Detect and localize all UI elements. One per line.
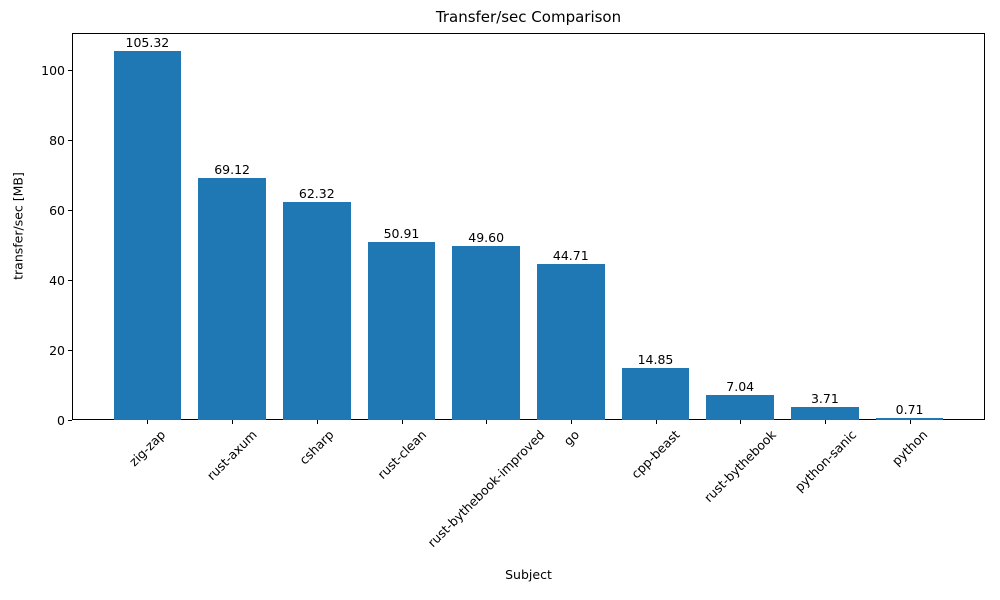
y-tick-mark [68,209,72,211]
x-tick-label-text: rust-axum [204,427,260,483]
x-tick-label-text: rust-bythebook-improved [424,427,548,550]
x-tick-label-text: python [888,427,931,469]
bar-value-label: 14.85 [637,352,674,367]
x-tick-label-text: zig-zap [126,427,169,470]
x-tick-label-text: python-sanic [791,427,859,495]
y-tick-label: 20 [49,342,65,358]
bar [875,417,944,420]
x-tick-label-text: cpp-beast [628,427,683,482]
x-tick-mark [232,420,234,424]
bar-value-label: 105.32 [125,35,170,51]
x-axis-label: Subject [505,567,552,582]
bar-value-label: 69.12 [214,162,250,178]
bar-value-label: 3.71 [810,391,839,406]
bar [113,51,182,420]
y-tick-label: 80 [49,132,65,148]
x-tick-mark [655,420,657,424]
bar [198,178,266,420]
y-tick-mark [68,419,72,421]
y-tick-label: 100 [41,62,65,78]
x-tick-label-text: rust-bythebook [701,427,780,506]
x-tick-mark [401,420,403,424]
bar-value-label: 7.04 [726,379,755,395]
bar-value-label: 44.71 [552,247,589,263]
y-axis-label: transfer/sec [MB] [10,172,26,280]
bar-value-label: 0.71 [895,401,924,417]
chart-title: Transfer/sec Comparison [435,8,622,26]
y-tick-mark [68,69,72,71]
y-tick-label: 0 [57,412,65,428]
x-tick-mark [147,420,149,424]
x-tick-label-text: go [560,427,582,449]
bar-value-label: 49.60 [468,230,505,246]
bar [621,368,690,420]
bar [791,407,859,420]
x-tick-label-text: rust-clean [374,427,430,482]
y-tick-mark [68,139,72,141]
bar [537,263,605,420]
y-tick-label: 40 [49,272,65,288]
bar-value-label: 50.91 [383,225,420,241]
bar [452,246,521,420]
bar [282,201,351,420]
x-tick-mark [316,420,318,424]
x-tick-mark [486,420,488,424]
y-tick-mark [68,279,72,281]
bar [367,241,436,420]
x-tick-mark [909,420,911,424]
bar-value-label: 62.32 [298,185,335,201]
y-tick-label: 60 [49,202,65,218]
bar [706,395,775,420]
y-tick-mark [68,349,72,351]
x-tick-label-text: csharp [296,427,337,468]
x-tick-mark [824,420,826,424]
x-tick-mark [740,420,742,424]
x-tick-mark [570,420,572,424]
